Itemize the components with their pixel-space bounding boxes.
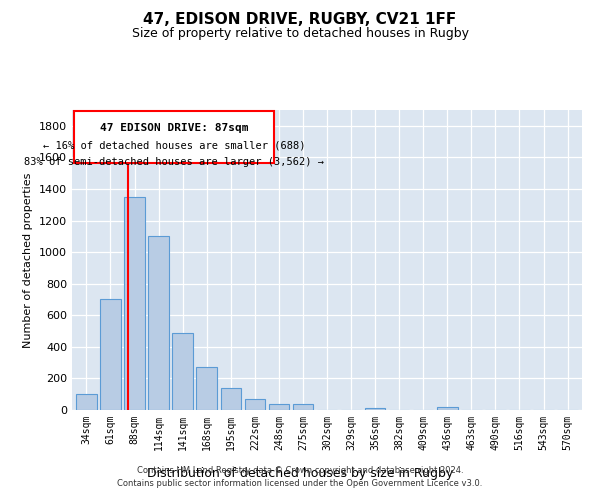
Bar [269, 404, 289, 410]
Text: Size of property relative to detached houses in Rugby: Size of property relative to detached ho… [131, 28, 469, 40]
Text: 83% of semi-detached houses are larger (3,562) →: 83% of semi-detached houses are larger (… [24, 158, 324, 168]
Bar [293, 404, 313, 410]
Text: ← 16% of detached houses are smaller (688): ← 16% of detached houses are smaller (68… [43, 140, 305, 150]
Bar [172, 332, 193, 410]
Bar [245, 399, 265, 410]
Text: 47, EDISON DRIVE, RUGBY, CV21 1FF: 47, EDISON DRIVE, RUGBY, CV21 1FF [143, 12, 457, 28]
Bar [196, 368, 217, 410]
Bar [76, 394, 97, 410]
Text: Contains HM Land Registry data © Crown copyright and database right 2024.
Contai: Contains HM Land Registry data © Crown c… [118, 466, 482, 487]
Y-axis label: Number of detached properties: Number of detached properties [23, 172, 34, 348]
Bar [365, 408, 385, 410]
Bar [148, 236, 169, 410]
Text: 47 EDISON DRIVE: 87sqm: 47 EDISON DRIVE: 87sqm [100, 122, 248, 132]
Text: Distribution of detached houses by size in Rugby: Distribution of detached houses by size … [147, 468, 453, 480]
Bar [124, 197, 145, 410]
Bar [221, 388, 241, 410]
Bar [437, 407, 458, 410]
Bar [100, 300, 121, 410]
FancyBboxPatch shape [74, 111, 274, 163]
